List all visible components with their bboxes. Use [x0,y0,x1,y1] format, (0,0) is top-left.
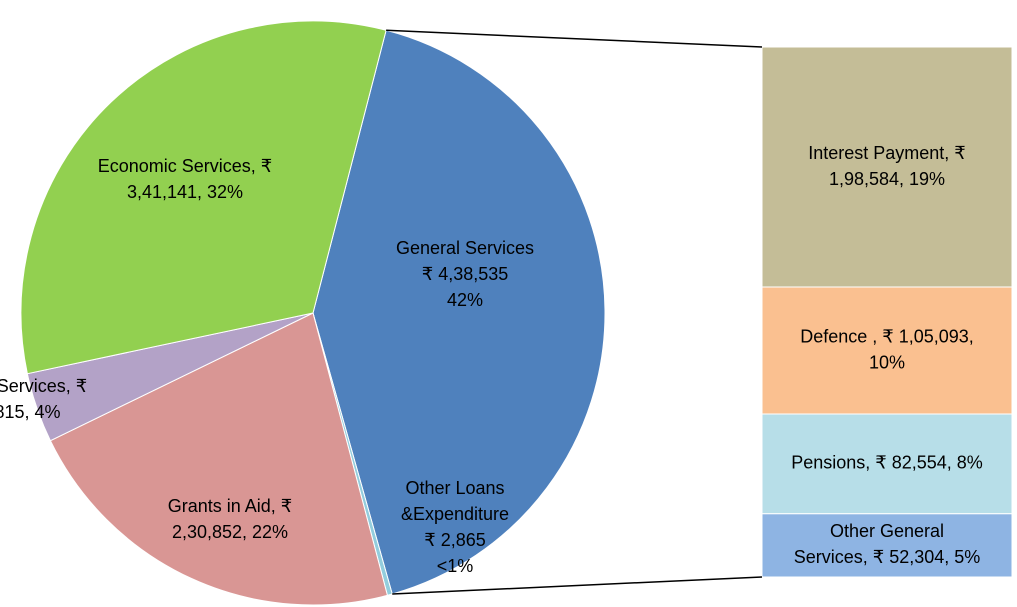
label-line: Grants in Aid, ₹ [168,496,293,516]
label-line: 2,30,852, 22% [172,522,288,542]
data-label: Pensions, ₹ 82,554, 8% [791,453,983,473]
label-line: 3,41,141, 32% [127,182,243,202]
label-line: Other General [830,521,944,541]
connector-line [386,29,763,48]
label-line: &Expenditure [401,504,509,524]
label-line: Interest Payment, ₹ [808,143,966,163]
label-line: 40,815, 4% [0,402,61,422]
pie-slice [20,20,387,375]
label-line: ₹ 2,865 [424,530,486,550]
bar-segment [761,46,1013,288]
label-line: ₹ 4,38,535 [422,264,509,284]
label-line: <1% [437,556,474,576]
pie-slice [49,312,389,606]
label-line: Defence , ₹ 1,05,093, [800,326,974,346]
data-label: Interest Payment, ₹ 1,98,584, 19% [808,143,966,189]
label-line: Other Loans [405,478,504,498]
data-label: Other Loans&Expenditure ₹ 2,865 <1% [401,478,509,576]
data-label: General Services ₹ 4,38,535 42% [396,238,534,310]
data-label: Defence , ₹ 1,05,093, 10% [800,326,974,372]
data-label: Grants in Aid, ₹ 2,30,852, 22% [168,496,293,542]
label-line: Services, ₹ 52,304, 5% [794,547,981,567]
bar-segment [761,413,1013,515]
label-line: Economic Services, ₹ [98,156,273,176]
label-line: Pensions, ₹ 82,554, 8% [791,453,983,473]
label-line: General Services [396,238,534,258]
data-label: Social Services, ₹ 40,815, 4% [0,376,87,422]
data-label: Economic Services, ₹ 3,41,141, 32% [98,156,273,202]
connector-line [392,576,763,595]
label-line: 42% [447,290,483,310]
label-line: Social Services, ₹ [0,376,87,396]
label-line: 10% [869,352,905,372]
label-line: 1,98,584, 19% [829,169,945,189]
pie-slice [312,29,606,595]
data-label: Other General Services, ₹ 52,304, 5% [794,521,981,567]
bar-segment [761,513,1013,578]
bar-segment [761,286,1013,415]
